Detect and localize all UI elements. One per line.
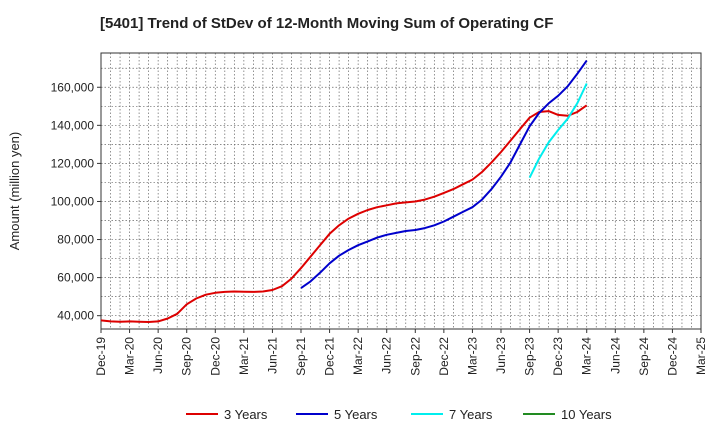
x-tick-label: Jun-21 (265, 337, 279, 374)
plot-area (100, 52, 702, 330)
x-tick-label: Mar-23 (465, 337, 479, 375)
x-tick-label: Dec-24 (665, 337, 679, 376)
grid (101, 53, 701, 329)
x-tick-label: Jun-22 (380, 337, 394, 374)
y-tick-label: 80,000 (57, 233, 94, 247)
x-tick-label: Mar-21 (237, 337, 251, 375)
series-line-5-years (300, 60, 588, 289)
series-line-3-years (100, 104, 588, 323)
x-tick-label: Jun-23 (494, 337, 508, 374)
legend-label: 3 Years (224, 407, 268, 422)
y-tick-label: 120,000 (51, 156, 95, 170)
y-tick-label: 60,000 (57, 271, 94, 285)
x-tick-label: Mar-22 (351, 337, 365, 375)
legend-label: 10 Years (561, 407, 612, 422)
y-tick-label: 160,000 (51, 80, 95, 94)
x-tick-label: Dec-23 (551, 337, 565, 376)
y-tick-label: 100,000 (51, 194, 95, 208)
x-tick-label: Sep-21 (294, 337, 308, 376)
chart-title: [5401] Trend of StDev of 12-Month Moving… (100, 15, 553, 32)
x-tick-label: Sep-23 (523, 337, 537, 376)
series-lines (100, 60, 588, 323)
x-tick-label: Dec-19 (94, 337, 108, 376)
x-axis: Dec-19 Mar-20 Jun-20 Sep-20 Dec-20 Mar-21 Jun-… (94, 329, 708, 376)
legend-label: 5 Years (334, 407, 378, 422)
y-axis-label: Amount (million yen) (7, 132, 22, 251)
x-tick-label: Dec-21 (323, 337, 337, 376)
x-tick-label: Mar-24 (580, 337, 594, 375)
x-tick-label: Mar-20 (123, 337, 137, 375)
series-line-7-years (528, 83, 588, 179)
x-tick-label: Sep-22 (408, 337, 422, 376)
x-tick-label: Jun-20 (151, 337, 165, 374)
x-tick-label: Dec-22 (437, 337, 451, 376)
x-tick-label: Sep-20 (180, 337, 194, 376)
x-tick-label: Jun-24 (608, 337, 622, 374)
y-axis: 40,000 60,000 80,000 100,000 120,000 140,000 1… (51, 80, 101, 323)
x-tick-label: Dec-20 (208, 337, 222, 376)
x-tick-label: Mar-25 (694, 337, 708, 375)
y-tick-label: 140,000 (51, 118, 95, 132)
legend-label: 7 Years (449, 407, 493, 422)
x-tick-label: Sep-24 (637, 337, 651, 376)
y-tick-label: 40,000 (57, 309, 94, 323)
legend: 3 Years 5 Years 7 Years 10 Years (186, 407, 612, 422)
